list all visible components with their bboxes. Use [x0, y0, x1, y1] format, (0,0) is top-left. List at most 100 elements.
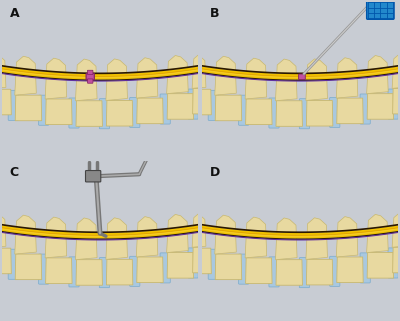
- Polygon shape: [215, 56, 236, 95]
- Polygon shape: [106, 259, 133, 285]
- Polygon shape: [76, 101, 102, 126]
- Polygon shape: [137, 257, 163, 282]
- Polygon shape: [185, 248, 211, 274]
- Polygon shape: [336, 58, 358, 98]
- Text: D: D: [210, 166, 220, 179]
- Polygon shape: [392, 212, 400, 247]
- Polygon shape: [276, 59, 297, 101]
- Polygon shape: [192, 212, 214, 247]
- FancyBboxPatch shape: [238, 254, 249, 284]
- Polygon shape: [46, 99, 72, 125]
- Polygon shape: [137, 98, 163, 124]
- Polygon shape: [0, 89, 11, 115]
- FancyBboxPatch shape: [8, 90, 18, 120]
- FancyBboxPatch shape: [208, 90, 218, 120]
- FancyBboxPatch shape: [88, 79, 93, 83]
- Polygon shape: [367, 56, 388, 94]
- Polygon shape: [276, 218, 297, 260]
- Polygon shape: [76, 218, 97, 260]
- Polygon shape: [337, 98, 363, 124]
- FancyBboxPatch shape: [69, 257, 79, 287]
- Polygon shape: [106, 100, 133, 126]
- Polygon shape: [306, 59, 328, 100]
- Polygon shape: [2, 225, 198, 239]
- Polygon shape: [337, 257, 363, 282]
- Polygon shape: [136, 217, 158, 257]
- Polygon shape: [2, 66, 198, 80]
- FancyBboxPatch shape: [238, 95, 249, 125]
- Polygon shape: [15, 56, 36, 95]
- Polygon shape: [167, 94, 194, 119]
- Polygon shape: [246, 99, 272, 125]
- Polygon shape: [167, 56, 188, 94]
- Polygon shape: [15, 215, 36, 254]
- Text: C: C: [10, 166, 19, 179]
- Polygon shape: [215, 215, 236, 254]
- Polygon shape: [76, 260, 102, 285]
- Polygon shape: [2, 228, 198, 237]
- FancyBboxPatch shape: [130, 97, 140, 127]
- FancyBboxPatch shape: [160, 253, 170, 283]
- Polygon shape: [306, 259, 333, 285]
- Polygon shape: [106, 59, 128, 100]
- FancyBboxPatch shape: [188, 89, 198, 119]
- FancyBboxPatch shape: [69, 98, 79, 128]
- FancyBboxPatch shape: [388, 248, 398, 278]
- Polygon shape: [215, 95, 242, 121]
- FancyBboxPatch shape: [360, 253, 370, 283]
- FancyBboxPatch shape: [360, 94, 370, 124]
- Polygon shape: [2, 69, 198, 78]
- FancyBboxPatch shape: [299, 258, 310, 288]
- FancyBboxPatch shape: [269, 257, 279, 287]
- Polygon shape: [202, 69, 398, 78]
- Polygon shape: [15, 95, 42, 121]
- Polygon shape: [167, 214, 188, 253]
- FancyBboxPatch shape: [8, 249, 18, 279]
- FancyBboxPatch shape: [208, 249, 218, 279]
- FancyBboxPatch shape: [269, 98, 279, 128]
- Polygon shape: [393, 88, 400, 114]
- Polygon shape: [106, 218, 128, 259]
- FancyBboxPatch shape: [130, 256, 140, 286]
- Polygon shape: [0, 53, 6, 89]
- FancyBboxPatch shape: [38, 254, 49, 284]
- Polygon shape: [306, 100, 333, 126]
- Polygon shape: [76, 59, 97, 101]
- FancyBboxPatch shape: [38, 95, 49, 125]
- Text: B: B: [210, 7, 219, 20]
- Polygon shape: [0, 212, 6, 248]
- Polygon shape: [15, 254, 42, 280]
- FancyBboxPatch shape: [299, 99, 310, 129]
- FancyBboxPatch shape: [86, 170, 101, 182]
- Polygon shape: [185, 89, 211, 115]
- Polygon shape: [45, 217, 67, 258]
- Polygon shape: [245, 217, 267, 258]
- Polygon shape: [393, 247, 400, 273]
- FancyBboxPatch shape: [160, 94, 170, 124]
- Polygon shape: [367, 94, 394, 119]
- Polygon shape: [202, 66, 398, 80]
- Polygon shape: [336, 217, 358, 257]
- FancyBboxPatch shape: [188, 248, 198, 278]
- FancyBboxPatch shape: [88, 70, 93, 74]
- Polygon shape: [184, 53, 206, 89]
- Polygon shape: [202, 225, 398, 239]
- Polygon shape: [367, 253, 394, 278]
- Polygon shape: [245, 58, 267, 99]
- Polygon shape: [367, 214, 388, 253]
- FancyBboxPatch shape: [99, 258, 110, 288]
- FancyBboxPatch shape: [330, 256, 340, 286]
- Polygon shape: [276, 101, 302, 126]
- FancyBboxPatch shape: [299, 74, 305, 80]
- Polygon shape: [192, 53, 214, 88]
- Polygon shape: [167, 253, 194, 278]
- FancyBboxPatch shape: [330, 97, 340, 127]
- Polygon shape: [215, 254, 242, 280]
- FancyBboxPatch shape: [99, 99, 110, 129]
- Polygon shape: [45, 58, 67, 99]
- Polygon shape: [136, 58, 158, 98]
- Polygon shape: [202, 228, 398, 237]
- Polygon shape: [392, 53, 400, 88]
- FancyBboxPatch shape: [367, 0, 394, 19]
- Polygon shape: [276, 260, 302, 285]
